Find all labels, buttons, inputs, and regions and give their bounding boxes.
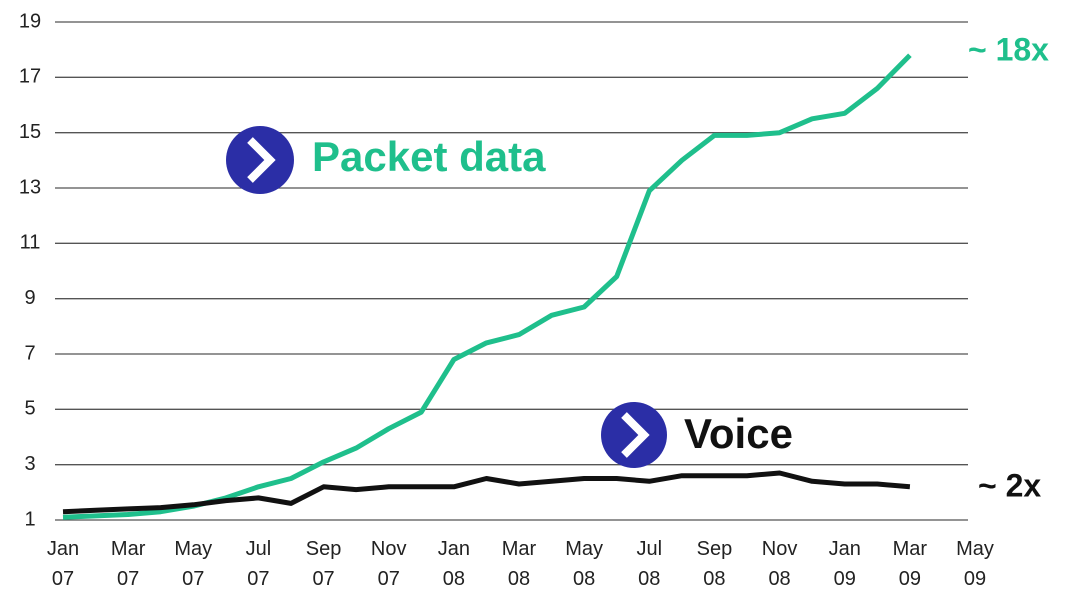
x-tick-label: Jan 07 (47, 538, 79, 590)
x-tick-label: Mar 07 (111, 538, 146, 590)
x-tick-label: Jan 09 (829, 538, 861, 590)
x-tick-label: May 08 (565, 538, 603, 590)
x-tick-label: Nov 08 (762, 538, 798, 590)
y-tick-label: 3 (24, 453, 35, 475)
x-tick-label: May 07 (174, 538, 212, 590)
y-tick-label: 1 (24, 508, 35, 530)
y-tick-label: 7 (24, 342, 35, 364)
annotation: ~ 2x (978, 467, 1041, 503)
y-tick-label: 17 (19, 66, 41, 88)
y-tick-label: 5 (24, 398, 35, 420)
y-tick-label: 13 (19, 176, 41, 198)
voice-icon (601, 402, 667, 468)
x-tick-label: Nov 07 (371, 538, 407, 590)
series-line (62, 470, 911, 515)
x-tick-label: Jul 08 (636, 538, 662, 590)
y-tick-label: 11 (20, 232, 41, 254)
x-tick-label: Sep 07 (306, 538, 342, 590)
y-tick-label: 15 (19, 121, 41, 143)
annotation: ~ 18x (968, 31, 1049, 67)
x-tick-label: Jul 07 (246, 538, 272, 590)
packet-icon (226, 126, 294, 194)
x-tick-label: Mar 08 (502, 538, 537, 590)
x-tick-label: Jan 08 (438, 538, 470, 590)
x-tick-label: Sep 08 (697, 538, 733, 590)
y-tick-label: 9 (24, 287, 35, 309)
x-tick-label: May 09 (956, 538, 994, 590)
x-tick-label: Mar 09 (893, 538, 928, 590)
y-tick-label: 19 (19, 10, 41, 32)
series-label: Voice (684, 410, 793, 457)
series-label: Packet data (312, 133, 546, 180)
